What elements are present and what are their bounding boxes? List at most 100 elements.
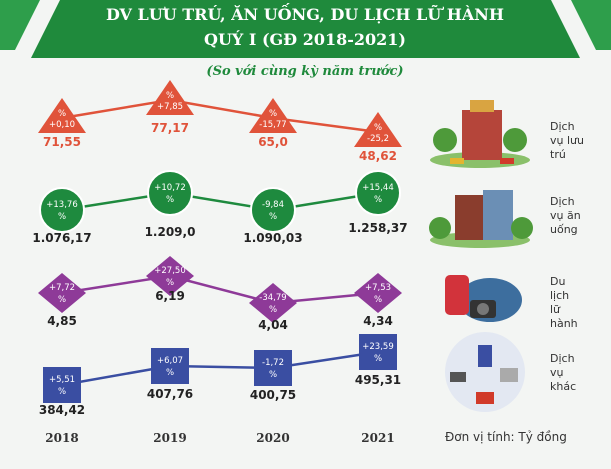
value-label: 400,75 xyxy=(250,388,296,402)
growth-marker: -1,72% xyxy=(254,350,292,386)
category-label: vụ xyxy=(550,366,563,379)
category-label: Dịch xyxy=(550,195,575,208)
circle-marker xyxy=(250,187,296,233)
value-label: 48,62 xyxy=(359,149,397,163)
growth-value: +13,76 xyxy=(46,200,77,210)
growth-marker: +7,53% xyxy=(354,273,402,313)
percent-sign: % xyxy=(58,109,66,119)
growth-marker: +0,10% xyxy=(38,98,86,133)
value-label: 4,85 xyxy=(47,314,77,328)
percent-sign: % xyxy=(166,278,174,288)
growth-marker: +7,72% xyxy=(38,273,86,313)
banner-stripe xyxy=(0,0,40,50)
category-label: trú xyxy=(550,148,566,161)
circle-marker xyxy=(147,170,193,216)
triangle-marker xyxy=(354,112,402,147)
percent-sign: % xyxy=(269,212,277,222)
category-label: Dịch xyxy=(550,352,575,365)
growth-marker: -15,77% xyxy=(249,98,297,133)
percent-sign: % xyxy=(269,109,277,119)
other-services-icon xyxy=(445,332,525,412)
growth-value: -15,77 xyxy=(259,120,286,130)
title: QUÝ I (GĐ 2018-2021) xyxy=(204,29,406,49)
growth-value: +5,51 xyxy=(49,375,75,385)
growth-marker: +10,72% xyxy=(147,170,193,216)
percent-sign: % xyxy=(166,91,174,101)
growth-value: +7,72 xyxy=(49,283,75,293)
diamond-marker xyxy=(354,273,402,313)
value-label: 1.090,03 xyxy=(243,231,302,245)
percent-sign: % xyxy=(374,195,382,205)
value-label: 1.209,0 xyxy=(145,225,196,239)
category-label: vụ ăn xyxy=(550,209,581,222)
value-label: 65,0 xyxy=(258,135,288,149)
percent-sign: % xyxy=(374,123,382,133)
unit: Đơn vị tính: Tỷ đồng xyxy=(445,430,567,444)
year-label: 2020 xyxy=(256,431,289,445)
year-label: 2018 xyxy=(45,431,78,445)
banner-stripe xyxy=(571,0,611,50)
triangle-marker xyxy=(38,98,86,133)
growth-marker: +7,85% xyxy=(146,80,194,115)
growth-value: +7,85 xyxy=(157,102,183,112)
category-label: khác xyxy=(550,380,576,393)
value-label: 384,42 xyxy=(39,403,85,417)
growth-value: +15,44 xyxy=(362,183,393,193)
value-label: 1.076,17 xyxy=(32,231,91,245)
triangle-marker xyxy=(249,98,297,133)
growth-value: -25,2 xyxy=(367,134,389,144)
category-label: vụ lưu xyxy=(550,134,584,147)
growth-value: +0,10 xyxy=(49,120,75,130)
restaurant-icon xyxy=(429,190,533,248)
value-label: 407,76 xyxy=(147,387,193,401)
growth-marker: +15,44% xyxy=(355,170,401,216)
growth-value: -1,72 xyxy=(262,358,284,368)
value-label: 6,19 xyxy=(155,289,185,303)
value-label: 495,31 xyxy=(355,373,401,387)
square-marker xyxy=(359,334,397,370)
percent-sign: % xyxy=(269,370,277,380)
growth-value: -9,84 xyxy=(262,200,284,210)
value-label: 77,17 xyxy=(151,121,189,135)
growth-marker: -25,2% xyxy=(354,112,402,147)
growth-value: +6,07 xyxy=(157,356,183,366)
connector-line xyxy=(61,274,379,305)
percent-sign: % xyxy=(374,354,382,364)
subtitle: (So với cùng kỳ năm trước) xyxy=(206,64,403,79)
growth-marker: +6,07% xyxy=(151,348,189,384)
category-label: lữ xyxy=(550,303,561,316)
title: DV LƯU TRÚ, ĂN UỐNG, DU LỊCH LỮ HÀNH xyxy=(106,2,504,24)
value-label: 71,55 xyxy=(43,135,81,149)
percent-sign: % xyxy=(58,295,66,305)
percent-sign: % xyxy=(166,195,174,205)
category-label: uống xyxy=(550,223,578,236)
percent-sign: % xyxy=(58,387,66,397)
growth-marker: +5,51% xyxy=(43,367,81,403)
growth-marker: -34,79% xyxy=(249,283,297,323)
diamond-marker xyxy=(146,256,194,296)
growth-marker: +13,76% xyxy=(39,187,85,233)
percent-sign: % xyxy=(166,368,174,378)
growth-value: -34,79 xyxy=(259,293,286,303)
percent-sign: % xyxy=(58,212,66,222)
connector-line xyxy=(61,191,379,212)
connector-line xyxy=(61,350,379,387)
value-label: 4,04 xyxy=(258,318,288,332)
circle-marker xyxy=(39,187,85,233)
travel-icon xyxy=(445,275,522,322)
category-label: Du xyxy=(550,275,565,288)
growth-value: +27,50 xyxy=(154,266,185,276)
growth-marker: -9,84% xyxy=(250,187,296,233)
category-label: Dịch xyxy=(550,120,575,133)
diamond-marker xyxy=(38,273,86,313)
growth-value: +7,53 xyxy=(365,283,391,293)
circle-marker xyxy=(355,170,401,216)
growth-value: +10,72 xyxy=(154,183,185,193)
year-label: 2021 xyxy=(361,431,394,445)
category-label: lịch xyxy=(550,289,569,302)
growth-marker: +23,59% xyxy=(359,334,397,370)
hotel-icon xyxy=(430,100,530,168)
growth-marker: +27,50% xyxy=(146,256,194,296)
